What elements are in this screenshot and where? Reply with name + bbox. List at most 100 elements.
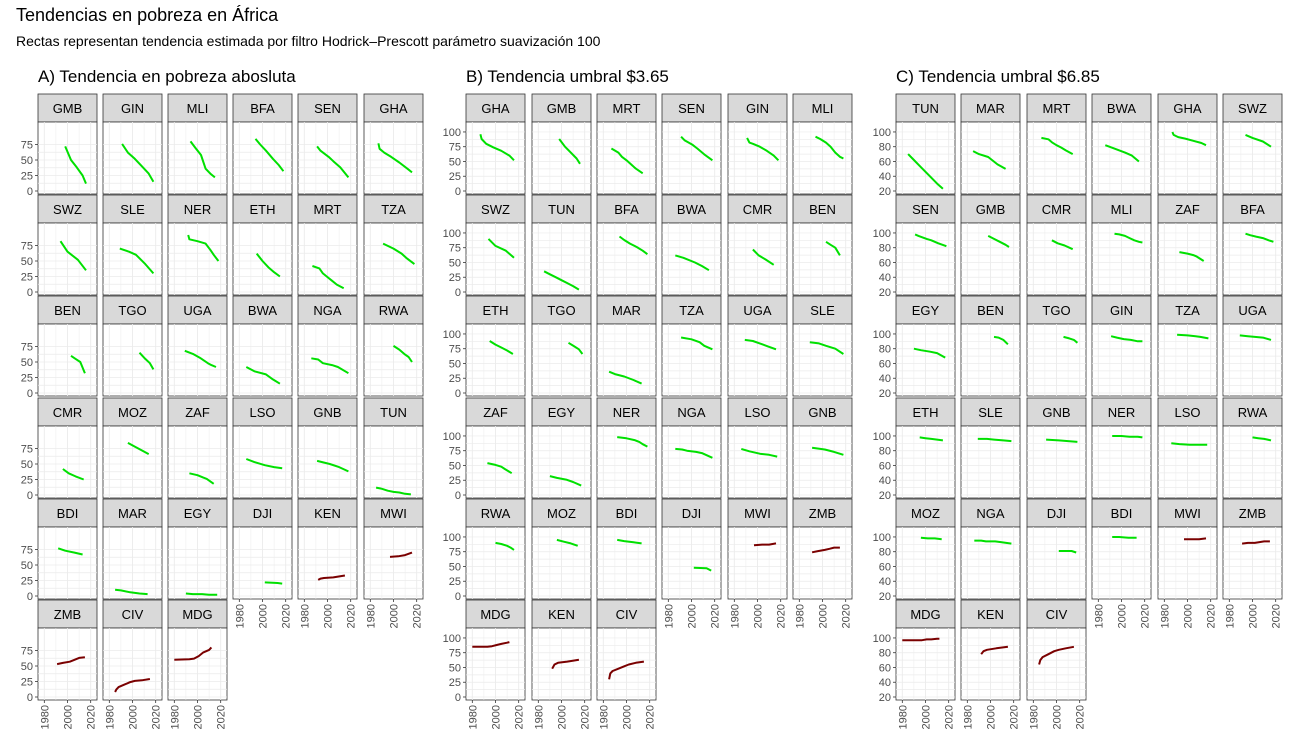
x-tick-label: 2020 bbox=[412, 604, 424, 628]
facet-DJI: DJI 1980 2000 2020 bbox=[661, 498, 722, 628]
facet-GMB: GMB bbox=[960, 194, 1021, 296]
facet-strip bbox=[297, 498, 358, 528]
trend-line-TGO bbox=[138, 352, 155, 370]
y-tick-label: 0 bbox=[455, 591, 461, 603]
facet-strip bbox=[960, 295, 1021, 325]
chart-title: Tendencias en pobreza en África bbox=[16, 5, 279, 25]
facet-strip bbox=[531, 295, 592, 325]
y-tick-label: 75 bbox=[21, 241, 33, 253]
trend-line-SEN bbox=[914, 233, 947, 248]
facet-strip bbox=[792, 295, 853, 325]
facet-strip bbox=[596, 397, 657, 427]
trend-line-CMR bbox=[1051, 239, 1074, 251]
facet-strip bbox=[1157, 498, 1218, 528]
y-tick-label: 100 bbox=[443, 532, 461, 544]
facet-strip-label: MOZ bbox=[547, 506, 576, 521]
x-tick-label: 2000 bbox=[687, 604, 699, 628]
facet-strip-label: NGA bbox=[313, 303, 342, 318]
trend-line-DJI bbox=[1058, 550, 1077, 554]
facet-strip bbox=[102, 295, 163, 325]
chart-group-2: C) Tendencia umbral $6.85TUN20406080100M… bbox=[873, 67, 1283, 729]
x-tick-label: 1980 bbox=[794, 604, 806, 628]
facet-ZAF: ZAF bbox=[1157, 194, 1218, 296]
panel-title: A) Tendencia en pobreza abosluta bbox=[38, 67, 296, 86]
facet-strip-label: GHA bbox=[379, 101, 408, 116]
y-tick-label: 50 bbox=[449, 257, 461, 269]
y-tick-label: 20 bbox=[879, 287, 891, 299]
facet-strip bbox=[465, 93, 526, 123]
y-tick-label: 60 bbox=[879, 662, 891, 674]
facet-strip bbox=[960, 93, 1021, 123]
facet-strip bbox=[363, 498, 424, 528]
trend-line-TUN bbox=[907, 153, 944, 190]
facet-strip-label: BFA bbox=[614, 202, 639, 217]
facet-strip bbox=[1222, 295, 1283, 325]
facet-UGA: UGA bbox=[727, 295, 788, 397]
facet-TUN: TUN bbox=[531, 194, 592, 296]
chart-subtitle: Rectas representan tendencia estimada po… bbox=[16, 33, 601, 49]
y-tick-label: 60 bbox=[879, 156, 891, 168]
trend-line-RWA bbox=[392, 345, 413, 363]
x-tick-label: 2020 bbox=[1140, 604, 1152, 628]
facet-strip bbox=[727, 498, 788, 528]
x-tick-label: 2000 bbox=[491, 705, 503, 729]
trend-line-SLE bbox=[809, 341, 844, 355]
trend-line-BDI bbox=[1112, 536, 1137, 539]
y-tick-label: 75 bbox=[21, 342, 33, 354]
facet-strip-label: CIV bbox=[1046, 607, 1068, 622]
facet-strip-label: UGA bbox=[1238, 303, 1267, 318]
trend-line-LSO bbox=[1171, 442, 1208, 446]
facet-strip-label: EGY bbox=[548, 405, 576, 420]
facet-GIN: GIN bbox=[102, 93, 163, 195]
trend-line-MRT bbox=[1041, 136, 1074, 155]
chart-group-1: B) Tendencia umbral $3.65 GHA 0 25 50 75 100 GM… bbox=[443, 67, 853, 729]
facet-strip-label: SEN bbox=[912, 202, 939, 217]
facet-BDI: BDI 0 25 50 75 bbox=[21, 498, 98, 603]
facet-RWA: RWA bbox=[1222, 397, 1283, 499]
facet-strip-label: MWI bbox=[1174, 506, 1201, 521]
facet-strip-label: MLI bbox=[1111, 202, 1133, 217]
y-tick-label: 75 bbox=[449, 648, 461, 660]
y-tick-label: 40 bbox=[879, 677, 891, 689]
facet-CMR: CMR bbox=[727, 194, 788, 296]
facet-ZAF: ZAF bbox=[167, 397, 228, 499]
facet-strip-label: ETH bbox=[913, 405, 939, 420]
trend-line-MDG bbox=[472, 641, 510, 648]
facet-strip-label: TZA bbox=[1175, 303, 1200, 318]
y-tick-label: 25 bbox=[21, 373, 33, 385]
facet-SLE: SLE bbox=[102, 194, 163, 296]
facet-strip-label: GMB bbox=[547, 101, 577, 116]
x-tick-label: 2000 bbox=[1183, 604, 1195, 628]
facet-strip bbox=[1157, 295, 1218, 325]
facet-NGA: NGA bbox=[960, 498, 1021, 600]
facet-MWI: MWI 1980 2000 2020 bbox=[1157, 498, 1218, 628]
y-tick-label: 80 bbox=[879, 547, 891, 559]
facet-MDG: MDG 0 25 50 75 100 1980 2000 2020 bbox=[443, 599, 526, 729]
facet-strip bbox=[960, 397, 1021, 427]
facet-MOZ: MOZ 20 40 60 80 100 bbox=[873, 498, 956, 603]
trend-line-MLI bbox=[1114, 232, 1143, 244]
facet-BWA: BWA bbox=[1091, 93, 1152, 195]
facet-strip bbox=[37, 599, 98, 629]
trend-line-TUN bbox=[543, 270, 580, 291]
facet-MDG: MDG 20 40 60 80 100 1980 2000 2020 bbox=[873, 599, 956, 729]
facet-MLI: MLI bbox=[1091, 194, 1152, 296]
y-tick-label: 100 bbox=[873, 228, 891, 240]
x-tick-label: 2020 bbox=[1009, 705, 1021, 729]
trend-line-GMB bbox=[558, 138, 581, 165]
facet-strip-label: BWA bbox=[677, 202, 706, 217]
x-tick-label: 2000 bbox=[753, 604, 765, 628]
facet-strip-label: GNB bbox=[1042, 405, 1070, 420]
trend-line-GIN bbox=[746, 137, 780, 162]
facet-DJI: DJI bbox=[1026, 498, 1087, 600]
facet-strip-label: NER bbox=[613, 405, 640, 420]
x-tick-label: 1980 bbox=[663, 604, 675, 628]
facet-strip-label: TZA bbox=[381, 202, 406, 217]
trend-line-BFA bbox=[1245, 232, 1274, 243]
facet-NER: NER bbox=[167, 194, 228, 296]
facet-strip bbox=[895, 599, 956, 629]
y-tick-label: 60 bbox=[879, 257, 891, 269]
facet-KEN: KEN 1980 2000 2020 bbox=[297, 498, 358, 628]
facet-strip-label: MRT bbox=[314, 202, 342, 217]
y-tick-label: 100 bbox=[443, 431, 461, 443]
